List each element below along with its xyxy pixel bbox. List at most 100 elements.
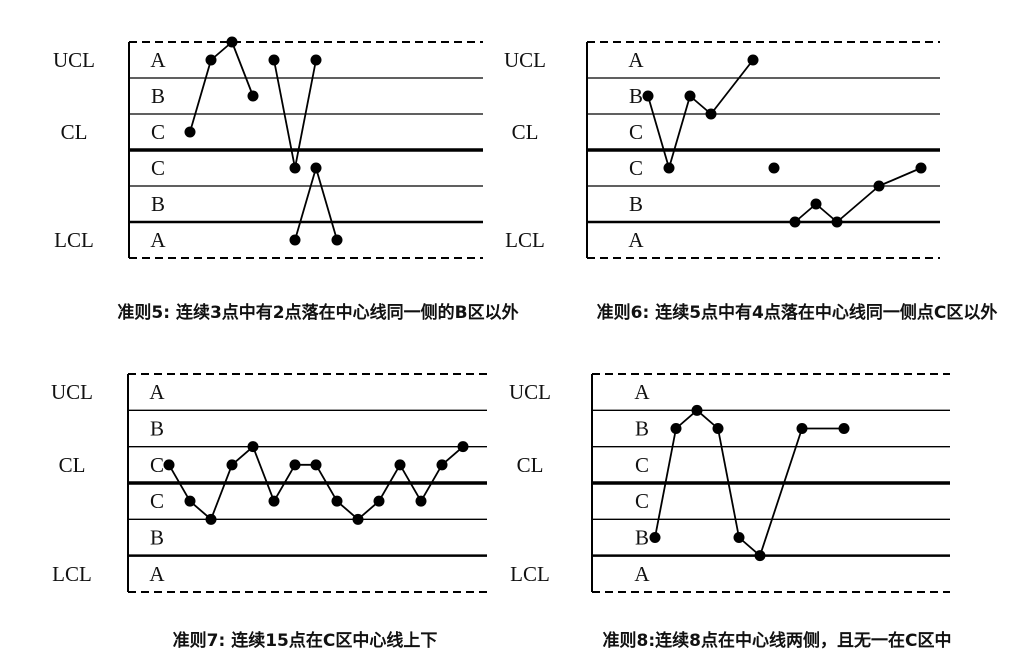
zone-label-b: B	[150, 417, 164, 441]
data-point	[331, 495, 343, 507]
data-point	[831, 216, 843, 228]
zone-label-b: B	[629, 192, 643, 216]
data-point	[691, 404, 703, 416]
zone-label-b: B	[151, 192, 165, 216]
data-point	[373, 495, 385, 507]
data-point	[205, 54, 217, 66]
zone-label-c: C	[151, 156, 165, 180]
data-point	[768, 162, 780, 174]
data-point	[310, 459, 322, 471]
data-point	[733, 532, 745, 543]
rule-caption: 准则7: 连续15点在C区中心线上下	[173, 630, 438, 651]
cl-label: CL	[59, 453, 86, 477]
data-point	[754, 550, 766, 562]
data-line-segment	[836, 185, 880, 223]
ucl-label: UCL	[504, 48, 546, 72]
data-point	[838, 423, 850, 434]
zone-label-a: A	[149, 380, 165, 404]
zone-label-a: A	[628, 48, 644, 72]
data-point	[670, 423, 682, 434]
data-point	[642, 90, 654, 102]
data-point	[184, 126, 196, 138]
data-line-segment	[315, 167, 338, 241]
data-line-segment	[231, 41, 254, 97]
cl-label: CL	[512, 120, 539, 144]
ucl-label: UCL	[51, 380, 93, 404]
data-point	[247, 441, 259, 453]
data-line-segment	[710, 59, 754, 115]
zone-label-b: B	[151, 84, 165, 108]
rule-caption: 准则8:连续8点在中心线两侧，且无一在C区中	[603, 630, 952, 651]
data-point	[436, 459, 448, 471]
lcl-label: LCL	[54, 228, 94, 252]
zone-label-c: C	[629, 156, 643, 180]
zone-label-b: B	[629, 84, 643, 108]
data-line-segment	[654, 428, 677, 538]
lcl-label: LCL	[510, 562, 550, 586]
data-point	[684, 90, 696, 102]
zone-label-a: A	[149, 562, 165, 586]
zone-label-b: B	[635, 417, 649, 441]
data-point	[331, 234, 343, 246]
data-point	[810, 198, 822, 210]
data-point	[289, 162, 301, 174]
data-point	[184, 495, 196, 507]
data-point	[226, 459, 238, 471]
data-line-segment	[378, 464, 401, 502]
zone-label-c: C	[150, 489, 164, 513]
cl-label: CL	[61, 120, 88, 144]
zone-label-a: A	[634, 380, 650, 404]
ucl-label: UCL	[53, 48, 95, 72]
zone-label-a: A	[150, 48, 166, 72]
data-point	[796, 423, 808, 434]
data-line-segment	[668, 95, 691, 169]
data-line-segment	[273, 464, 296, 502]
data-point	[457, 441, 469, 453]
data-line-segment	[189, 59, 212, 133]
rule-caption: 准则6: 连续5点中有4点落在中心线同一侧点C区以外	[597, 302, 998, 323]
zone-label-b: B	[150, 526, 164, 550]
zone-label-a: A	[628, 228, 644, 252]
data-point	[394, 459, 406, 471]
data-line-segment	[168, 464, 191, 502]
data-point	[163, 459, 175, 471]
lcl-label: LCL	[52, 562, 92, 586]
data-line-segment	[273, 59, 296, 169]
data-line-segment	[294, 59, 317, 169]
data-line-segment	[399, 464, 422, 502]
cl-label: CL	[517, 453, 544, 477]
data-point	[789, 216, 801, 228]
data-line-segment	[315, 464, 338, 502]
data-point	[268, 495, 280, 507]
data-point	[915, 162, 927, 174]
data-point	[352, 513, 364, 525]
data-line-segment	[252, 446, 275, 502]
data-point	[663, 162, 675, 174]
data-line-segment	[717, 428, 740, 538]
data-point	[310, 54, 322, 66]
data-line-segment	[294, 167, 317, 241]
zone-label-c: C	[635, 453, 649, 477]
rule-caption: 准则5: 连续3点中有2点落在中心线同一侧的B区以外	[117, 302, 518, 323]
data-line-segment	[210, 464, 233, 520]
data-point	[747, 54, 759, 66]
data-line-segment	[420, 464, 443, 502]
ucl-label: UCL	[509, 380, 551, 404]
lcl-label: LCL	[505, 228, 545, 252]
data-point	[310, 162, 322, 174]
data-point	[289, 459, 301, 471]
data-point	[226, 36, 238, 48]
data-point	[873, 180, 885, 192]
data-point	[205, 513, 217, 525]
data-line-segment	[878, 167, 922, 187]
zone-label-c: C	[151, 120, 165, 144]
zone-label-a: A	[150, 228, 166, 252]
zone-label-a: A	[634, 562, 650, 586]
zone-label-c: C	[635, 489, 649, 513]
zone-label-c: C	[629, 120, 643, 144]
data-point	[247, 90, 259, 102]
